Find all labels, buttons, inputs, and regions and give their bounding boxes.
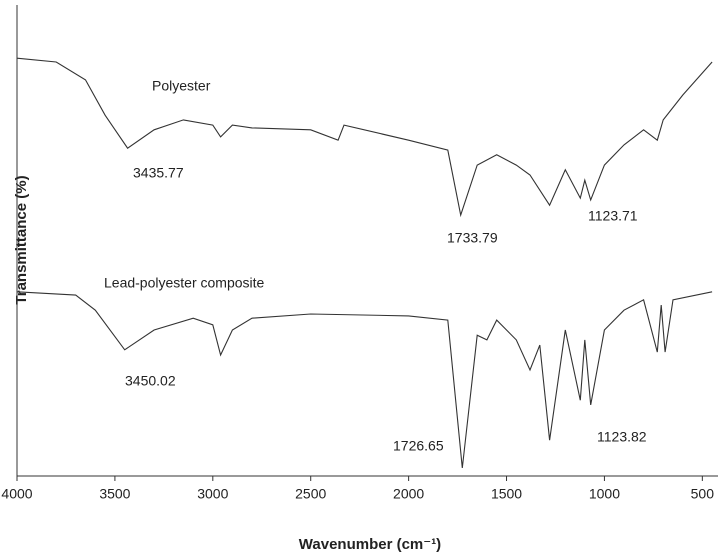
series-label: Polyester: [152, 78, 211, 94]
y-axis-label: Transmittance (%): [13, 175, 30, 304]
peak-label: 3435.77: [133, 165, 184, 181]
x-tick-label: 1500: [491, 486, 522, 502]
peak-label: 3450.02: [125, 373, 176, 389]
x-tick-label: 3000: [197, 486, 228, 502]
x-tick-label: 3500: [99, 486, 130, 502]
x-tick-label: 500: [691, 486, 715, 502]
peak-label: 1123.82: [597, 429, 647, 445]
spectrum-line: [16, 57, 713, 218]
x-tick-label: 2000: [393, 486, 424, 502]
peak-label: 1123.71: [588, 208, 638, 224]
spectrum-line: [16, 291, 713, 469]
x-axis-label: Wavenumber (cm⁻¹): [299, 536, 441, 553]
x-tick-label: 1000: [589, 486, 620, 502]
peak-label: 1733.79: [447, 230, 498, 246]
series-label: Lead-polyester composite: [104, 275, 265, 291]
x-tick-label: 4000: [1, 486, 32, 502]
x-tick-label: 2500: [295, 486, 326, 502]
peak-label: 1726.65: [393, 438, 444, 454]
